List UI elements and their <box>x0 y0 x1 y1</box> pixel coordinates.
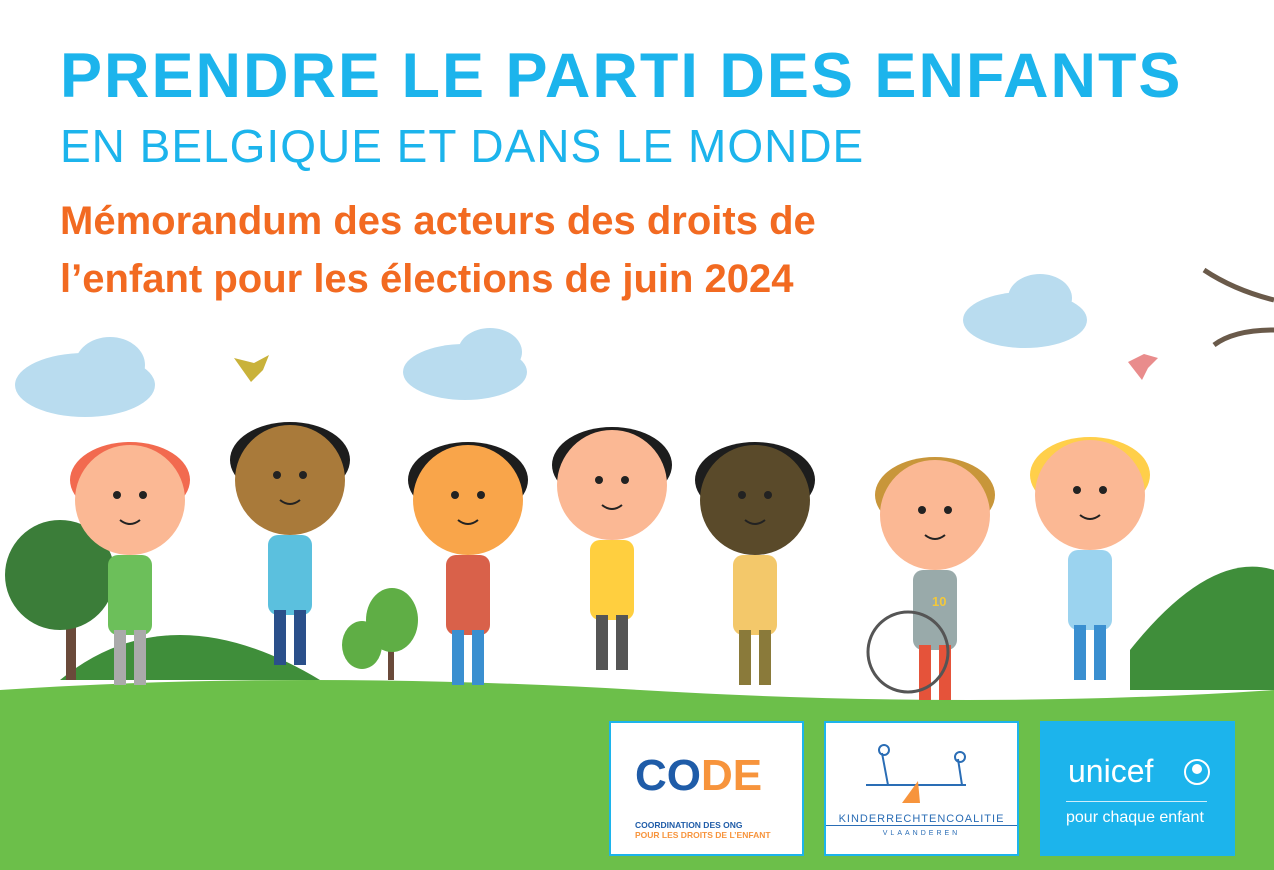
page-title: PRENDRE LE PARTI DES ENFANTS <box>60 41 1183 111</box>
tree <box>5 520 115 680</box>
tree-branch <box>1202 267 1274 348</box>
child-figure <box>1030 437 1150 680</box>
child-figure <box>230 422 350 665</box>
child-figure <box>875 457 995 700</box>
bird <box>1128 354 1158 380</box>
clouds <box>15 274 1087 417</box>
kinderrechtencoalitie-logo: KINDERRECHTENCOALITIE VLAANDEREN <box>824 721 1019 856</box>
tree <box>342 588 418 680</box>
unicef-emblem-icon <box>1184 759 1210 785</box>
child-figure <box>70 442 190 685</box>
unicef-logo: unicef pour chaque enfant <box>1040 721 1235 856</box>
page-subtitle: EN BELGIQUE ET DANS LE MONDE <box>60 120 865 172</box>
code-logo: CODE COORDINATION DES ONG POUR LES DROIT… <box>609 721 804 856</box>
memo-line-1: Mémorandum des acteurs des droits de <box>60 199 816 243</box>
memo-line-2: l’enfant pour les élections de juin 2024 <box>60 257 794 301</box>
wheelchair <box>866 610 950 694</box>
child-figure <box>552 427 672 670</box>
hill <box>1130 566 1274 690</box>
bird <box>234 355 269 382</box>
child-figure <box>695 442 815 685</box>
child-figure <box>408 442 528 685</box>
seesaw-icon <box>866 744 966 803</box>
shirt-number: 10 <box>932 594 946 609</box>
memorandum-heading: Mémorandum des acteurs des droits de l’e… <box>60 192 816 308</box>
